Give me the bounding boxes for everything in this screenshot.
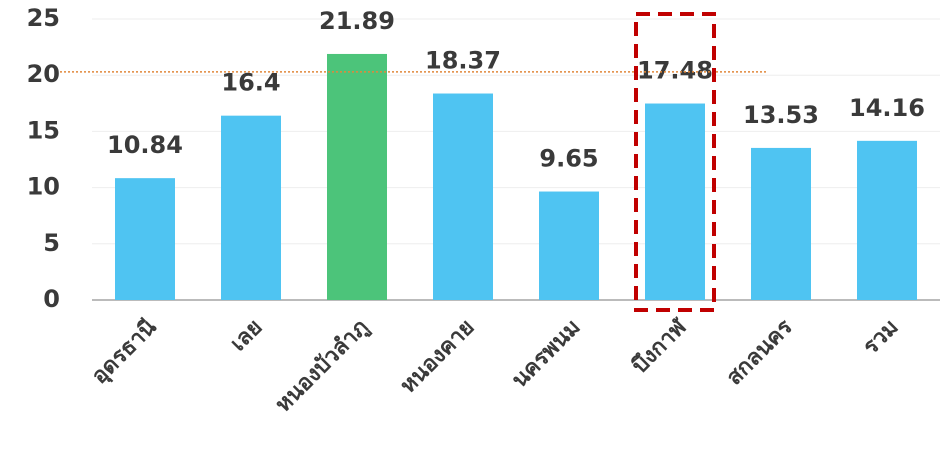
bar bbox=[751, 147, 811, 300]
bar bbox=[115, 178, 175, 300]
x-tick-label: สกลนคร bbox=[722, 315, 798, 391]
bar bbox=[645, 103, 705, 300]
x-tick-label: รวม bbox=[858, 315, 903, 360]
bar bbox=[539, 191, 599, 300]
x-tick-label: นครพนม bbox=[507, 315, 585, 393]
bar bbox=[433, 93, 493, 300]
bar bbox=[221, 115, 281, 300]
x-tick-label: หนองคาย bbox=[396, 315, 480, 399]
y-tick-label: 10 bbox=[27, 173, 60, 201]
highlight-box bbox=[634, 12, 716, 312]
y-tick-label: 15 bbox=[27, 116, 60, 144]
data-label: 21.89 bbox=[319, 7, 395, 35]
y-tick-label: 0 bbox=[43, 285, 60, 313]
x-tick-label: เลย bbox=[226, 315, 268, 357]
data-label: 13.53 bbox=[743, 101, 819, 129]
bar bbox=[327, 53, 387, 301]
x-tick-label: หนองบัวลำภู bbox=[271, 315, 374, 418]
data-label: 17.48 bbox=[637, 57, 713, 85]
data-label: 16.4 bbox=[221, 69, 280, 97]
data-label: 9.65 bbox=[539, 145, 598, 173]
x-tick-label: อุดรธานี bbox=[87, 315, 162, 390]
bar bbox=[857, 140, 917, 300]
x-tick-label: บึงกาฬ bbox=[628, 313, 693, 378]
y-tick-label: 5 bbox=[43, 229, 60, 257]
y-tick-label: 20 bbox=[27, 60, 60, 88]
y-tick-label: 25 bbox=[27, 4, 60, 32]
data-label: 18.37 bbox=[425, 47, 501, 75]
data-label: 14.16 bbox=[849, 94, 925, 122]
data-label: 10.84 bbox=[107, 131, 183, 159]
